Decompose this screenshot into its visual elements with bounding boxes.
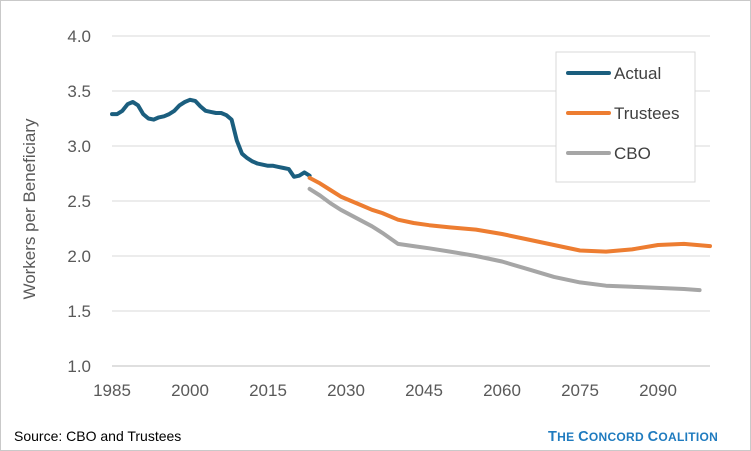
series-line-cbo <box>307 186 702 293</box>
brand-letter: T <box>548 429 558 445</box>
source-note: Source: CBO and Trustees <box>14 428 182 444</box>
y-tick-label: 4.0 <box>67 27 91 46</box>
y-tick-label: 1.0 <box>67 357 91 376</box>
x-tick-label: 2075 <box>561 381 599 400</box>
legend-label-actual: Actual <box>614 64 661 83</box>
x-tick-label: 2060 <box>483 381 521 400</box>
y-tick-label: 3.0 <box>67 137 91 156</box>
x-tick-label: 2090 <box>639 381 677 400</box>
y-tick-label: 2.5 <box>67 192 91 211</box>
y-tick-label: 2.0 <box>67 247 91 266</box>
x-tick-label: 2045 <box>405 381 443 400</box>
brand-letter: C <box>647 429 659 445</box>
series-line-actual <box>110 97 312 179</box>
legend-label-cbo: CBO <box>614 144 651 163</box>
y-tick-label: 3.5 <box>67 82 91 101</box>
legend-label-trustees: Trustees <box>614 104 680 123</box>
brand-letter: C <box>578 429 589 445</box>
y-axis-label: Workers per Beneficiary <box>20 118 39 300</box>
brand-logo: The Concord Coalition <box>548 429 718 445</box>
series-line-trustees <box>307 175 712 254</box>
y-tick-label: 1.5 <box>67 302 91 321</box>
brand-letter: oncord <box>588 430 648 444</box>
x-tick-label: 2015 <box>249 381 287 400</box>
brand-letter: oalition <box>658 430 719 444</box>
x-tick-label: 2000 <box>171 381 209 400</box>
x-tick-label: 2030 <box>327 381 365 400</box>
brand-letter: he <box>557 430 579 444</box>
x-tick-label: 1985 <box>93 381 131 400</box>
